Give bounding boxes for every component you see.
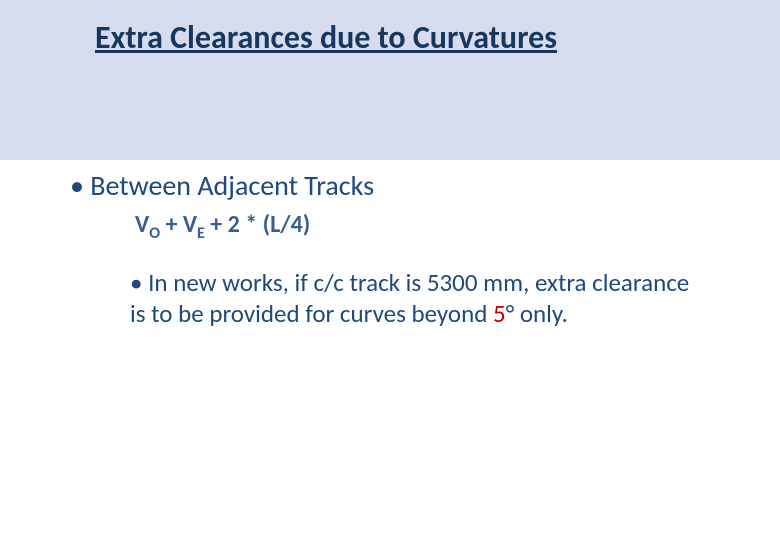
bullet2-tail: ° only. — [506, 298, 568, 329]
bullet2-five: 5 — [493, 298, 506, 329]
bullet-level1: Between Adjacent Tracks — [70, 168, 374, 203]
slide-title: Extra Clearances due to Curvatures — [95, 18, 557, 57]
formula-text: VO + VE + 2 * (L/4) — [135, 210, 310, 243]
formula-plus1: + — [160, 210, 183, 239]
bullet2-lead: In new works, if c/c track is 5300 mm, e… — [130, 267, 689, 329]
formula-sub-e: E — [197, 224, 205, 243]
slide: Extra Clearances due to Curvatures Betwe… — [0, 0, 780, 540]
formula-sub-o: O — [149, 224, 160, 243]
formula-tail: + 2 * (L/4) — [205, 210, 310, 239]
formula-v2: V — [183, 210, 197, 239]
bullet-level2: In new works, if c/c track is 5300 mm, e… — [130, 268, 700, 329]
formula-v1: V — [135, 210, 149, 239]
